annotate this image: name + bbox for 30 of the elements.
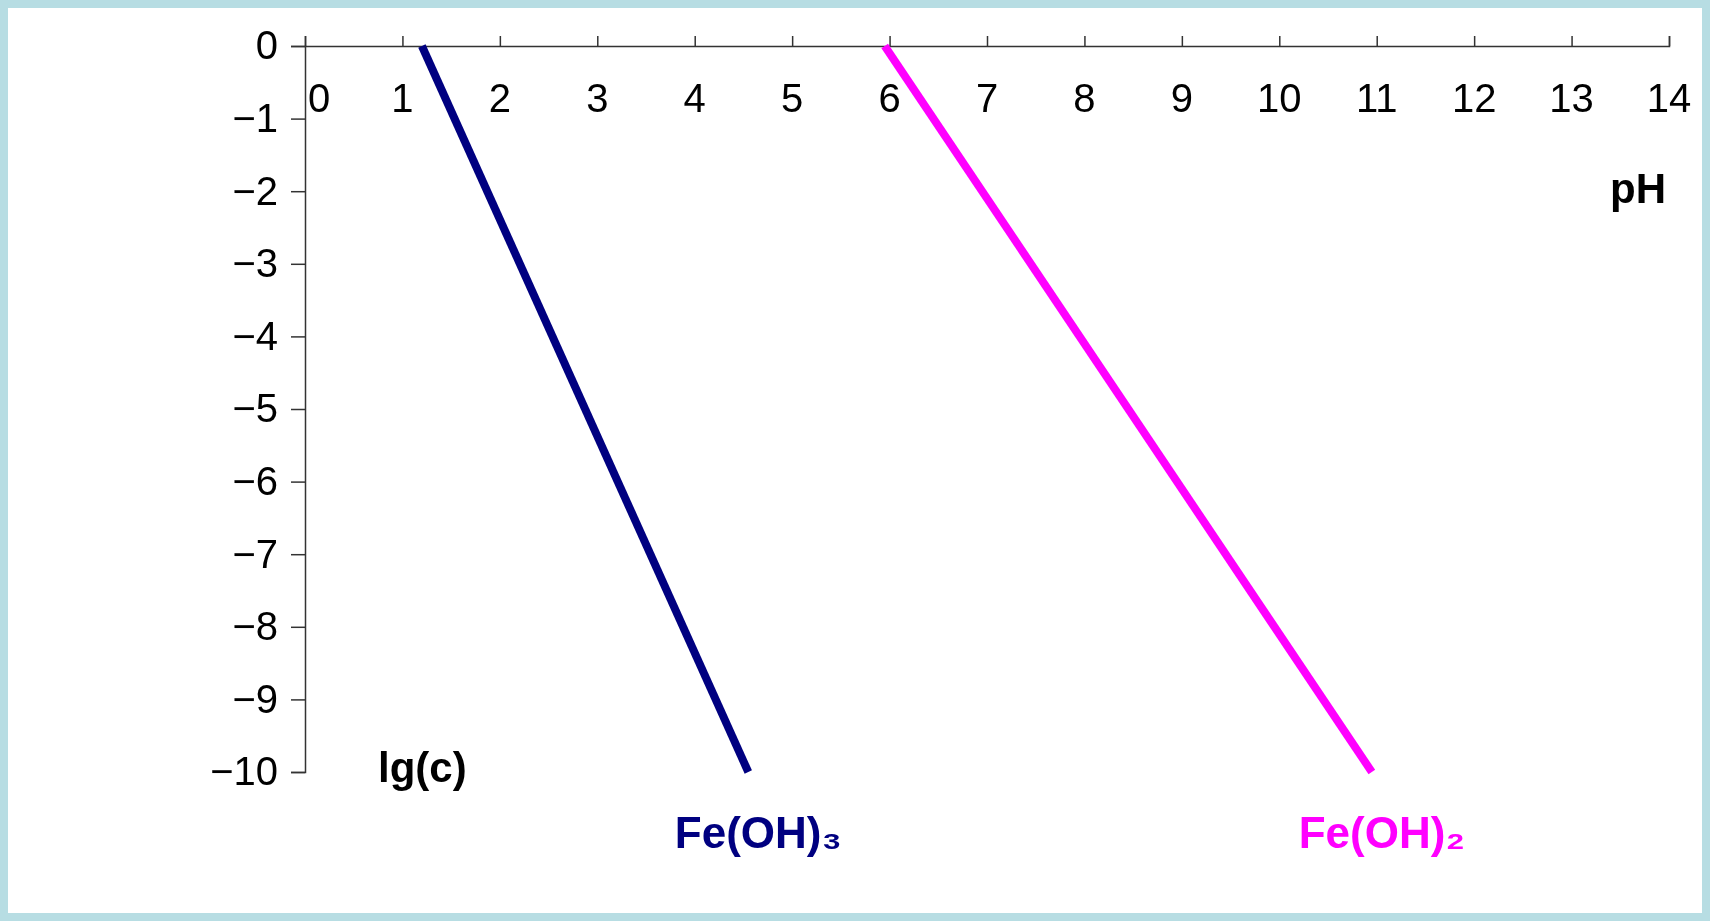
x-tick-label: 9 bbox=[1170, 76, 1193, 120]
x-tick-label: 6 bbox=[878, 76, 901, 120]
y-axis-title: lg(c) bbox=[378, 744, 467, 791]
series-label: Fe(OH)₃ bbox=[674, 808, 842, 857]
x-tick-label: 12 bbox=[1451, 76, 1497, 120]
series-label: Fe(OH)₂ bbox=[1298, 808, 1465, 857]
y-tick-label: −2 bbox=[232, 168, 278, 213]
x-tick-label: 7 bbox=[975, 76, 999, 120]
x-tick-label: 0 bbox=[307, 76, 331, 120]
y-tick-label: −8 bbox=[232, 604, 278, 649]
x-tick-label: 8 bbox=[1073, 76, 1096, 120]
x-tick-label: 13 bbox=[1549, 76, 1594, 120]
x-tick-label: 11 bbox=[1355, 76, 1398, 120]
y-tick-label: −1 bbox=[232, 95, 278, 140]
x-tick-label: 10 bbox=[1257, 76, 1302, 120]
x-tick-label: 2 bbox=[488, 76, 511, 120]
x-tick-label: 5 bbox=[781, 76, 804, 120]
x-axis-title: pH bbox=[1610, 165, 1666, 213]
y-tick-label: −10 bbox=[210, 749, 278, 794]
y-tick-label: 0 bbox=[255, 23, 278, 68]
x-tick-label: 14 bbox=[1646, 76, 1692, 120]
y-tick-label: −9 bbox=[232, 676, 278, 721]
x-tick-label: 1 bbox=[391, 76, 414, 120]
y-tick-label: −4 bbox=[232, 313, 278, 358]
y-tick-label: −7 bbox=[232, 531, 278, 576]
y-tick-label: −3 bbox=[232, 241, 278, 286]
x-tick-label: 4 bbox=[683, 76, 706, 120]
y-tick-label: −6 bbox=[232, 458, 278, 503]
x-tick-label: 3 bbox=[586, 76, 609, 120]
y-tick-label: −5 bbox=[232, 386, 278, 431]
